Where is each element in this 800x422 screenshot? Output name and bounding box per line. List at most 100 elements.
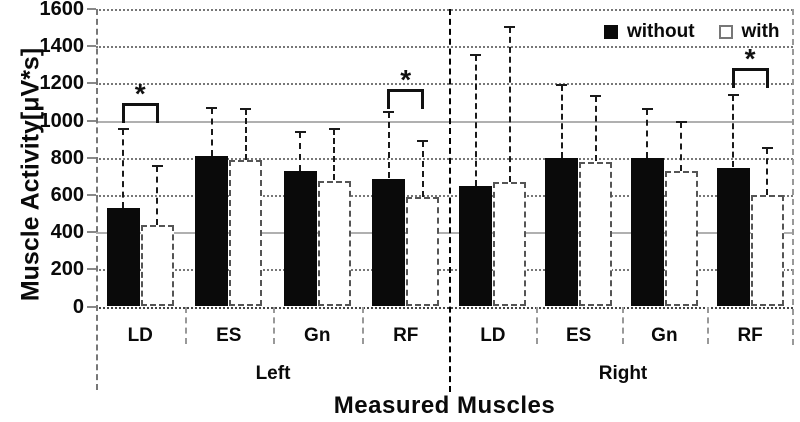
- error-bar-stem: [560, 85, 563, 158]
- y-tick-mark-0: [87, 305, 96, 308]
- bar-left-RF-with: [406, 197, 440, 306]
- x-label-left-RF: RF: [393, 325, 419, 346]
- error-bar-stem: [646, 109, 649, 158]
- error-bar-cap: [240, 108, 252, 111]
- gridline-1000: [96, 120, 793, 123]
- x-label-right-LD: LD: [480, 325, 506, 346]
- sig-bracket-left-LD: [121, 102, 159, 123]
- y-tick-label-1600: 1600: [39, 0, 85, 20]
- legend-swatch-without: [604, 25, 618, 39]
- error-bar-stem: [508, 26, 511, 182]
- group-label-left: Left: [255, 363, 291, 384]
- error-bar-cap: [556, 84, 568, 87]
- bar-right-ES-without: [545, 158, 579, 306]
- error-bar-stem: [122, 128, 125, 208]
- x-label-right-ES: ES: [565, 325, 592, 346]
- error-bar-cap: [117, 127, 129, 130]
- category-separator: [707, 307, 710, 344]
- x-label-left-ES: ES: [216, 325, 242, 346]
- x-axis-title: Measured Muscles: [333, 392, 556, 419]
- y-tick-label-400: 400: [50, 221, 84, 244]
- gridline-600: [96, 194, 793, 197]
- y-tick-label-0: 0: [72, 295, 84, 318]
- x-label-right-RF: RF: [737, 325, 763, 346]
- gridline-800: [96, 157, 793, 160]
- bar-right-RF-without: [716, 167, 750, 306]
- y-axis-line: [96, 9, 98, 390]
- sig-asterisk: *: [134, 77, 146, 109]
- error-bar-cap: [151, 165, 163, 168]
- gridline-1200: [96, 83, 793, 86]
- gridline-400: [96, 232, 793, 235]
- y-tick-mark-1400: [87, 45, 96, 48]
- error-bar-cap: [383, 111, 395, 114]
- left-right-divider: [449, 9, 451, 392]
- legend-label-with: with: [741, 21, 780, 42]
- bar-left-Gn-with: [317, 180, 351, 306]
- y-tick-mark-600: [87, 193, 96, 196]
- x-label-right-Gn: Gn: [651, 325, 678, 346]
- bar-right-Gn-with: [664, 171, 698, 306]
- bar-right-ES-with: [579, 161, 613, 306]
- error-bar-cap: [294, 130, 306, 133]
- error-bar-stem: [333, 128, 336, 181]
- group-label-right: Right: [598, 363, 648, 384]
- category-separator: [184, 307, 187, 344]
- bar-left-RF-without: [372, 178, 406, 306]
- error-bar-stem: [594, 96, 597, 162]
- error-bar-cap: [727, 93, 739, 96]
- bar-left-ES-without: [195, 156, 229, 306]
- error-bar-cap: [417, 140, 429, 143]
- legend-label-without: without: [627, 21, 695, 42]
- plot-right-edge: [792, 9, 794, 345]
- sig-bracket-right-RF: [731, 67, 769, 88]
- error-bar-cap: [470, 53, 482, 56]
- y-tick-label-600: 600: [50, 183, 84, 206]
- error-bar-stem: [732, 94, 735, 168]
- gridline-1400: [96, 46, 793, 49]
- error-bar-cap: [328, 127, 340, 130]
- gridline-1600: [96, 9, 793, 11]
- sig-asterisk: *: [744, 42, 756, 74]
- error-bar-cap: [504, 25, 516, 28]
- plot-area: * * *: [96, 9, 793, 309]
- bar-right-LD-with: [493, 182, 527, 306]
- y-tick-mark-1000: [87, 119, 96, 122]
- bar-left-Gn-without: [283, 171, 317, 306]
- error-bar-cap: [675, 121, 687, 124]
- x-label-left-LD: LD: [127, 325, 153, 346]
- category-separator: [621, 307, 624, 344]
- error-bar-stem: [156, 166, 159, 225]
- y-tick-label-1400: 1400: [39, 35, 85, 58]
- error-bar-stem: [244, 109, 247, 160]
- error-bar-cap: [206, 106, 218, 109]
- sig-asterisk: *: [400, 63, 412, 95]
- y-tick-mark-1200: [87, 82, 96, 85]
- bar-left-LD-with: [140, 225, 174, 306]
- error-bar-stem: [474, 54, 477, 186]
- error-bar-stem: [210, 107, 213, 156]
- error-bar-cap: [641, 108, 653, 111]
- legend-swatch-with: [718, 25, 733, 39]
- error-bar-stem: [680, 122, 683, 171]
- y-tick-mark-200: [87, 268, 96, 271]
- error-bar-stem: [299, 131, 302, 171]
- bar-right-RF-with: [750, 195, 784, 306]
- y-tick-label-200: 200: [50, 258, 84, 281]
- y-axis-title: Muscle Activity[μV*s]: [16, 47, 45, 302]
- y-tick-label-1200: 1200: [39, 72, 85, 95]
- bar-right-LD-without: [459, 186, 493, 306]
- bar-right-Gn-without: [630, 158, 664, 306]
- error-bar-cap: [590, 95, 602, 98]
- y-tick-label-800: 800: [50, 146, 84, 169]
- y-tick-mark-1600: [87, 8, 96, 10]
- category-separator: [273, 307, 275, 344]
- error-bar-cap: [761, 147, 773, 150]
- gridline-200: [96, 269, 793, 272]
- bar-left-LD-without: [106, 208, 140, 306]
- x-label-left-Gn: Gn: [304, 325, 331, 346]
- category-separator: [361, 307, 364, 344]
- error-bar-stem: [387, 112, 390, 179]
- bar-left-ES-with: [229, 160, 263, 306]
